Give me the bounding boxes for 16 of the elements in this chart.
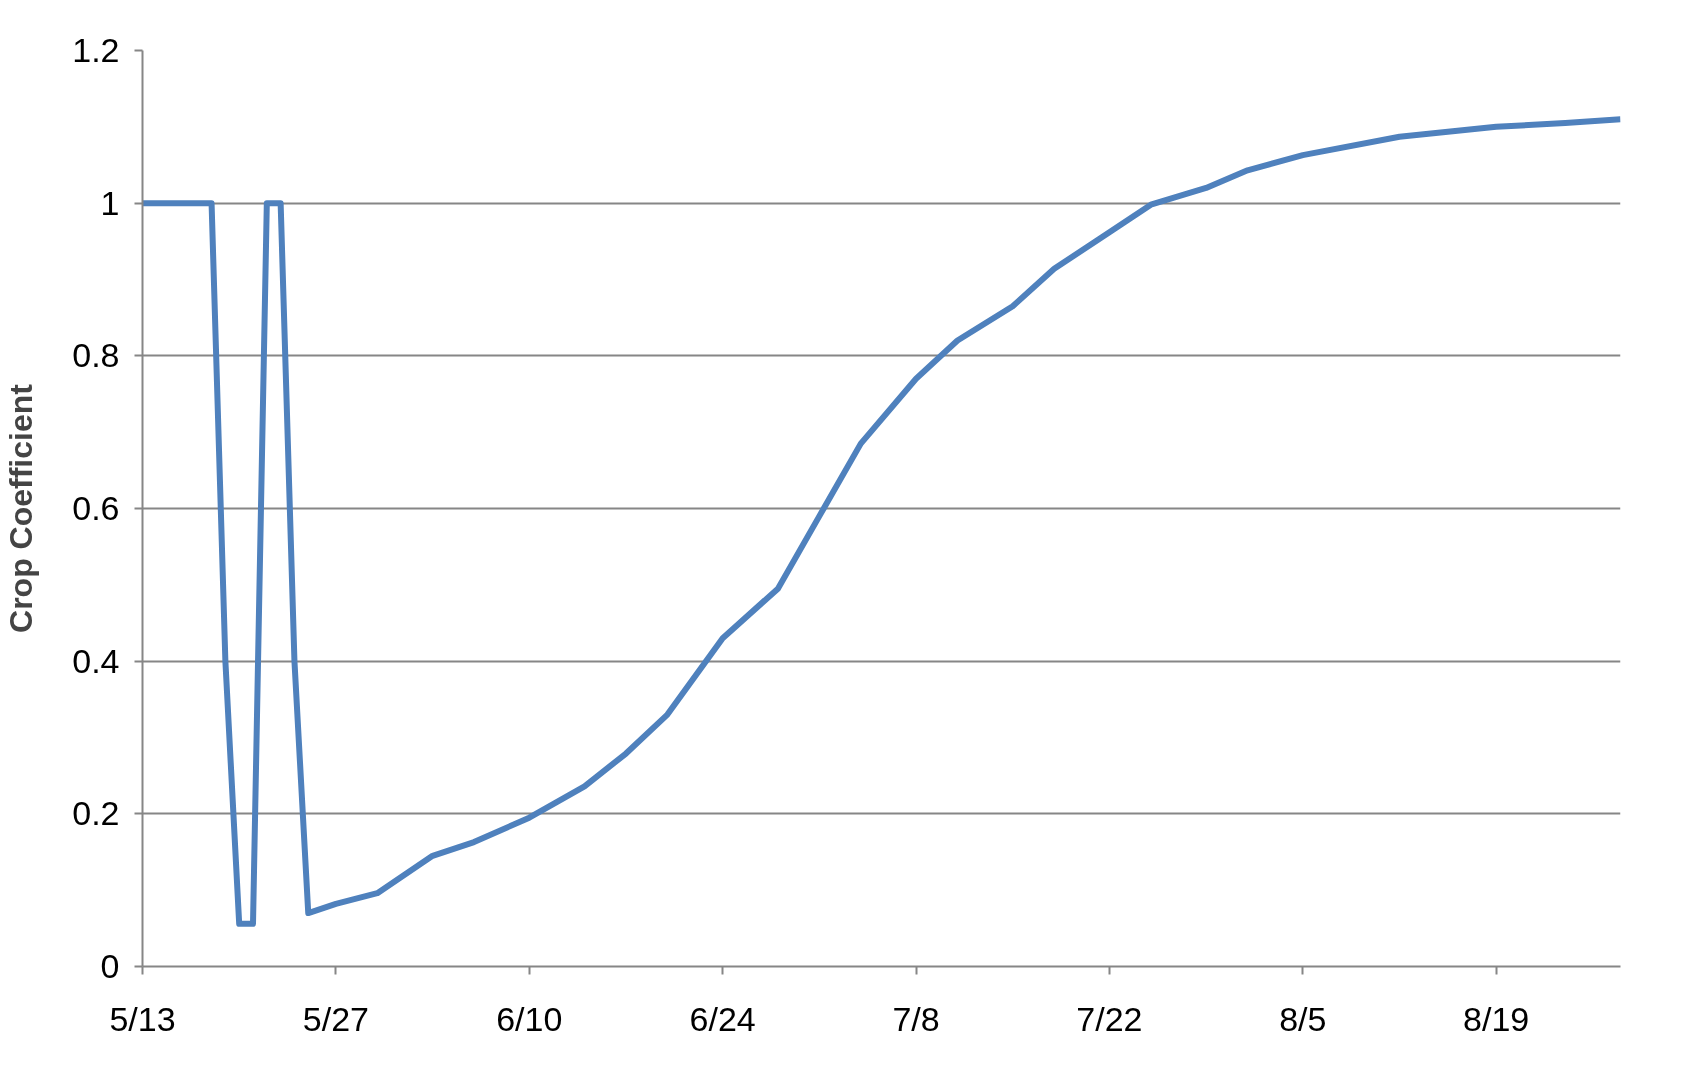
- y-tick-label: 0.4: [72, 641, 120, 680]
- y-tick-label: 1.2: [72, 31, 120, 69]
- y-tick-label: 0: [100, 947, 120, 985]
- y-tick-label: 0.8: [72, 336, 120, 375]
- x-tick-label: 5/27: [302, 999, 369, 1038]
- x-tick-label: 7/22: [1076, 999, 1143, 1038]
- y-tick-label: 0.6: [72, 489, 120, 527]
- x-tick-label: 6/10: [496, 999, 563, 1038]
- x-tick-label: 8/19: [1463, 999, 1530, 1038]
- x-tick-label: 8/5: [1279, 999, 1327, 1038]
- x-tick-label: 5/13: [109, 999, 176, 1038]
- y-tick-label: 0.2: [72, 794, 120, 833]
- y-axis-title: Crop Coefficient: [3, 383, 40, 633]
- x-tick-label: 7/8: [892, 999, 940, 1038]
- x-tick-label: 6/24: [689, 999, 756, 1038]
- y-tick-label: 1: [100, 183, 120, 222]
